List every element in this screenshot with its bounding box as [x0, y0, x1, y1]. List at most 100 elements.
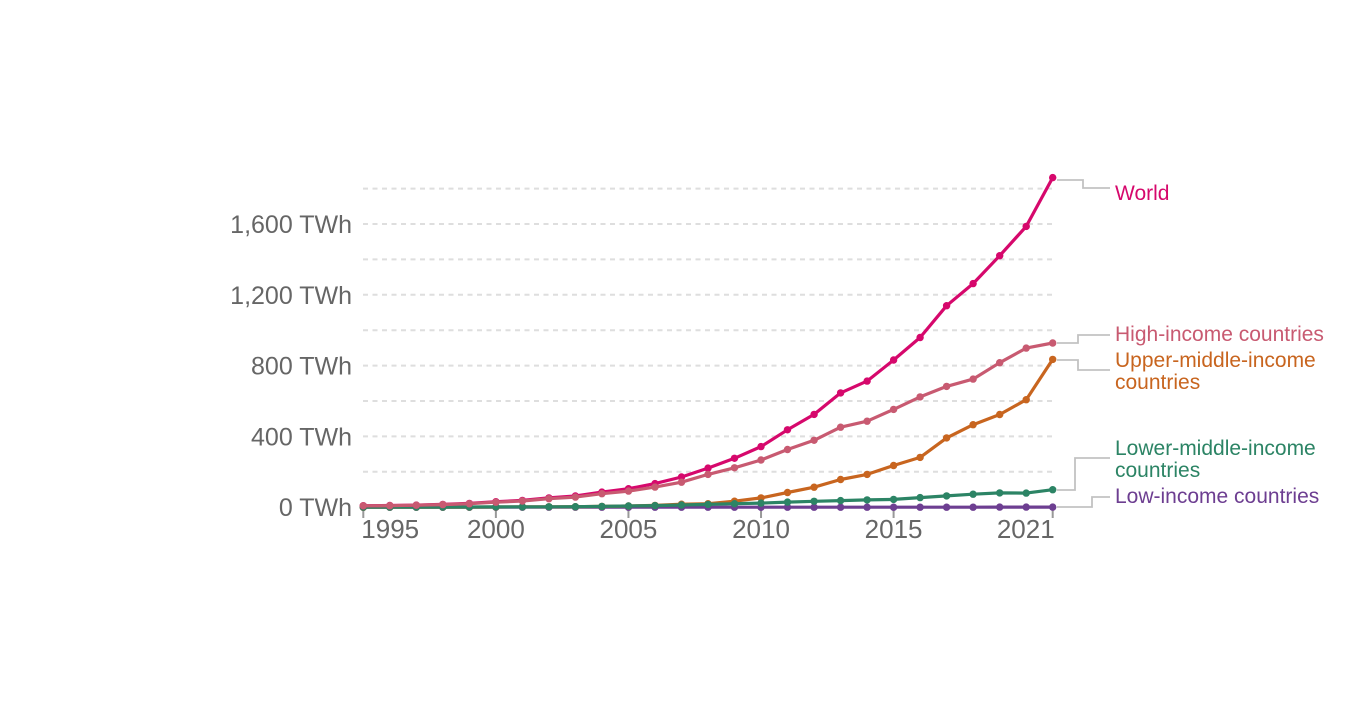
- data-point[interactable]: [863, 496, 871, 504]
- data-point[interactable]: [969, 503, 977, 511]
- series-high-income-countries[interactable]: [359, 339, 1057, 510]
- data-point[interactable]: [916, 393, 924, 401]
- data-point[interactable]: [810, 503, 818, 511]
- series-line[interactable]: [361, 176, 1055, 508]
- data-point[interactable]: [704, 464, 712, 472]
- data-point[interactable]: [1049, 173, 1057, 182]
- data-point[interactable]: [571, 493, 580, 501]
- data-point[interactable]: [545, 503, 553, 511]
- data-point[interactable]: [810, 497, 818, 505]
- data-point[interactable]: [783, 503, 792, 511]
- data-point[interactable]: [942, 382, 951, 391]
- data-point[interactable]: [1022, 344, 1030, 352]
- legend-label-lower-middle-income[interactable]: Lower-middle-income countries: [1115, 437, 1316, 482]
- data-point[interactable]: [757, 456, 765, 464]
- data-point[interactable]: [704, 500, 712, 509]
- data-point[interactable]: [651, 483, 659, 491]
- data-point[interactable]: [996, 410, 1004, 419]
- data-point[interactable]: [889, 495, 898, 504]
- data-point[interactable]: [492, 498, 500, 506]
- data-point[interactable]: [969, 375, 977, 383]
- data-point[interactable]: [571, 503, 580, 511]
- data-point[interactable]: [704, 470, 712, 479]
- data-point[interactable]: [889, 461, 898, 470]
- data-point[interactable]: [598, 502, 606, 511]
- data-point[interactable]: [889, 405, 898, 414]
- data-point[interactable]: [783, 426, 792, 434]
- data-point[interactable]: [624, 487, 633, 495]
- y-axis-tick-label: 800 TWh: [251, 353, 352, 381]
- series-line[interactable]: [361, 357, 1055, 509]
- data-point[interactable]: [942, 492, 951, 500]
- data-point[interactable]: [1049, 339, 1057, 347]
- data-point[interactable]: [439, 500, 447, 509]
- series-upper-middle-income-countries[interactable]: [359, 355, 1057, 511]
- data-point[interactable]: [730, 500, 739, 508]
- data-point[interactable]: [1022, 222, 1030, 231]
- data-point[interactable]: [783, 498, 792, 506]
- data-point[interactable]: [996, 503, 1004, 511]
- legend-label-low-income[interactable]: Low-income countries: [1115, 485, 1320, 508]
- data-point[interactable]: [916, 453, 924, 462]
- y-axis-tick-label: 400 TWh: [251, 423, 352, 451]
- data-point[interactable]: [757, 499, 765, 507]
- legend-connector: [1057, 457, 1110, 491]
- data-point[interactable]: [916, 503, 924, 511]
- data-point[interactable]: [465, 500, 474, 508]
- data-point[interactable]: [916, 333, 924, 342]
- data-point[interactable]: [518, 497, 527, 505]
- data-point[interactable]: [677, 478, 686, 486]
- data-point[interactable]: [863, 377, 871, 385]
- data-point[interactable]: [836, 475, 845, 484]
- data-point[interactable]: [598, 490, 606, 498]
- data-point[interactable]: [359, 502, 367, 510]
- data-point[interactable]: [916, 493, 924, 502]
- data-point[interactable]: [996, 359, 1004, 367]
- data-point[interactable]: [730, 464, 739, 472]
- data-point[interactable]: [996, 252, 1004, 260]
- data-point[interactable]: [386, 502, 394, 510]
- data-point[interactable]: [757, 494, 765, 502]
- data-point[interactable]: [810, 483, 818, 491]
- data-point[interactable]: [836, 423, 845, 431]
- data-point[interactable]: [1022, 396, 1030, 404]
- data-point[interactable]: [757, 442, 765, 451]
- data-point[interactable]: [889, 503, 898, 511]
- data-point[interactable]: [677, 473, 686, 481]
- data-point[interactable]: [889, 356, 898, 364]
- data-point[interactable]: [969, 279, 977, 288]
- data-point[interactable]: [863, 417, 871, 425]
- data-point[interactable]: [1049, 503, 1057, 511]
- data-point[interactable]: [996, 489, 1004, 497]
- data-point[interactable]: [810, 436, 818, 444]
- data-point[interactable]: [836, 389, 845, 397]
- data-point[interactable]: [1049, 355, 1057, 364]
- data-point[interactable]: [1022, 489, 1030, 497]
- data-point[interactable]: [412, 501, 420, 509]
- data-point[interactable]: [730, 454, 739, 462]
- data-point[interactable]: [836, 503, 845, 511]
- data-point[interactable]: [545, 495, 553, 503]
- data-point[interactable]: [624, 502, 633, 510]
- legend-label-upper-middle-income[interactable]: Upper-middle-income countries: [1115, 349, 1316, 394]
- data-point[interactable]: [969, 490, 977, 498]
- legend-label-world[interactable]: World: [1115, 182, 1170, 205]
- data-point[interactable]: [942, 434, 951, 442]
- data-point[interactable]: [651, 501, 659, 510]
- data-point[interactable]: [677, 501, 686, 509]
- data-point[interactable]: [863, 503, 871, 511]
- data-point[interactable]: [518, 503, 527, 511]
- data-point[interactable]: [836, 496, 845, 505]
- data-point[interactable]: [1022, 503, 1030, 511]
- data-point[interactable]: [783, 488, 792, 497]
- series-line[interactable]: [361, 341, 1055, 508]
- data-point[interactable]: [863, 470, 871, 479]
- data-point[interactable]: [1049, 486, 1057, 494]
- legend-label-high-income[interactable]: High-income countries: [1115, 323, 1324, 346]
- data-point[interactable]: [783, 445, 792, 454]
- data-point[interactable]: [942, 503, 951, 511]
- data-point[interactable]: [969, 421, 977, 429]
- data-point[interactable]: [810, 410, 818, 419]
- data-point[interactable]: [942, 302, 951, 310]
